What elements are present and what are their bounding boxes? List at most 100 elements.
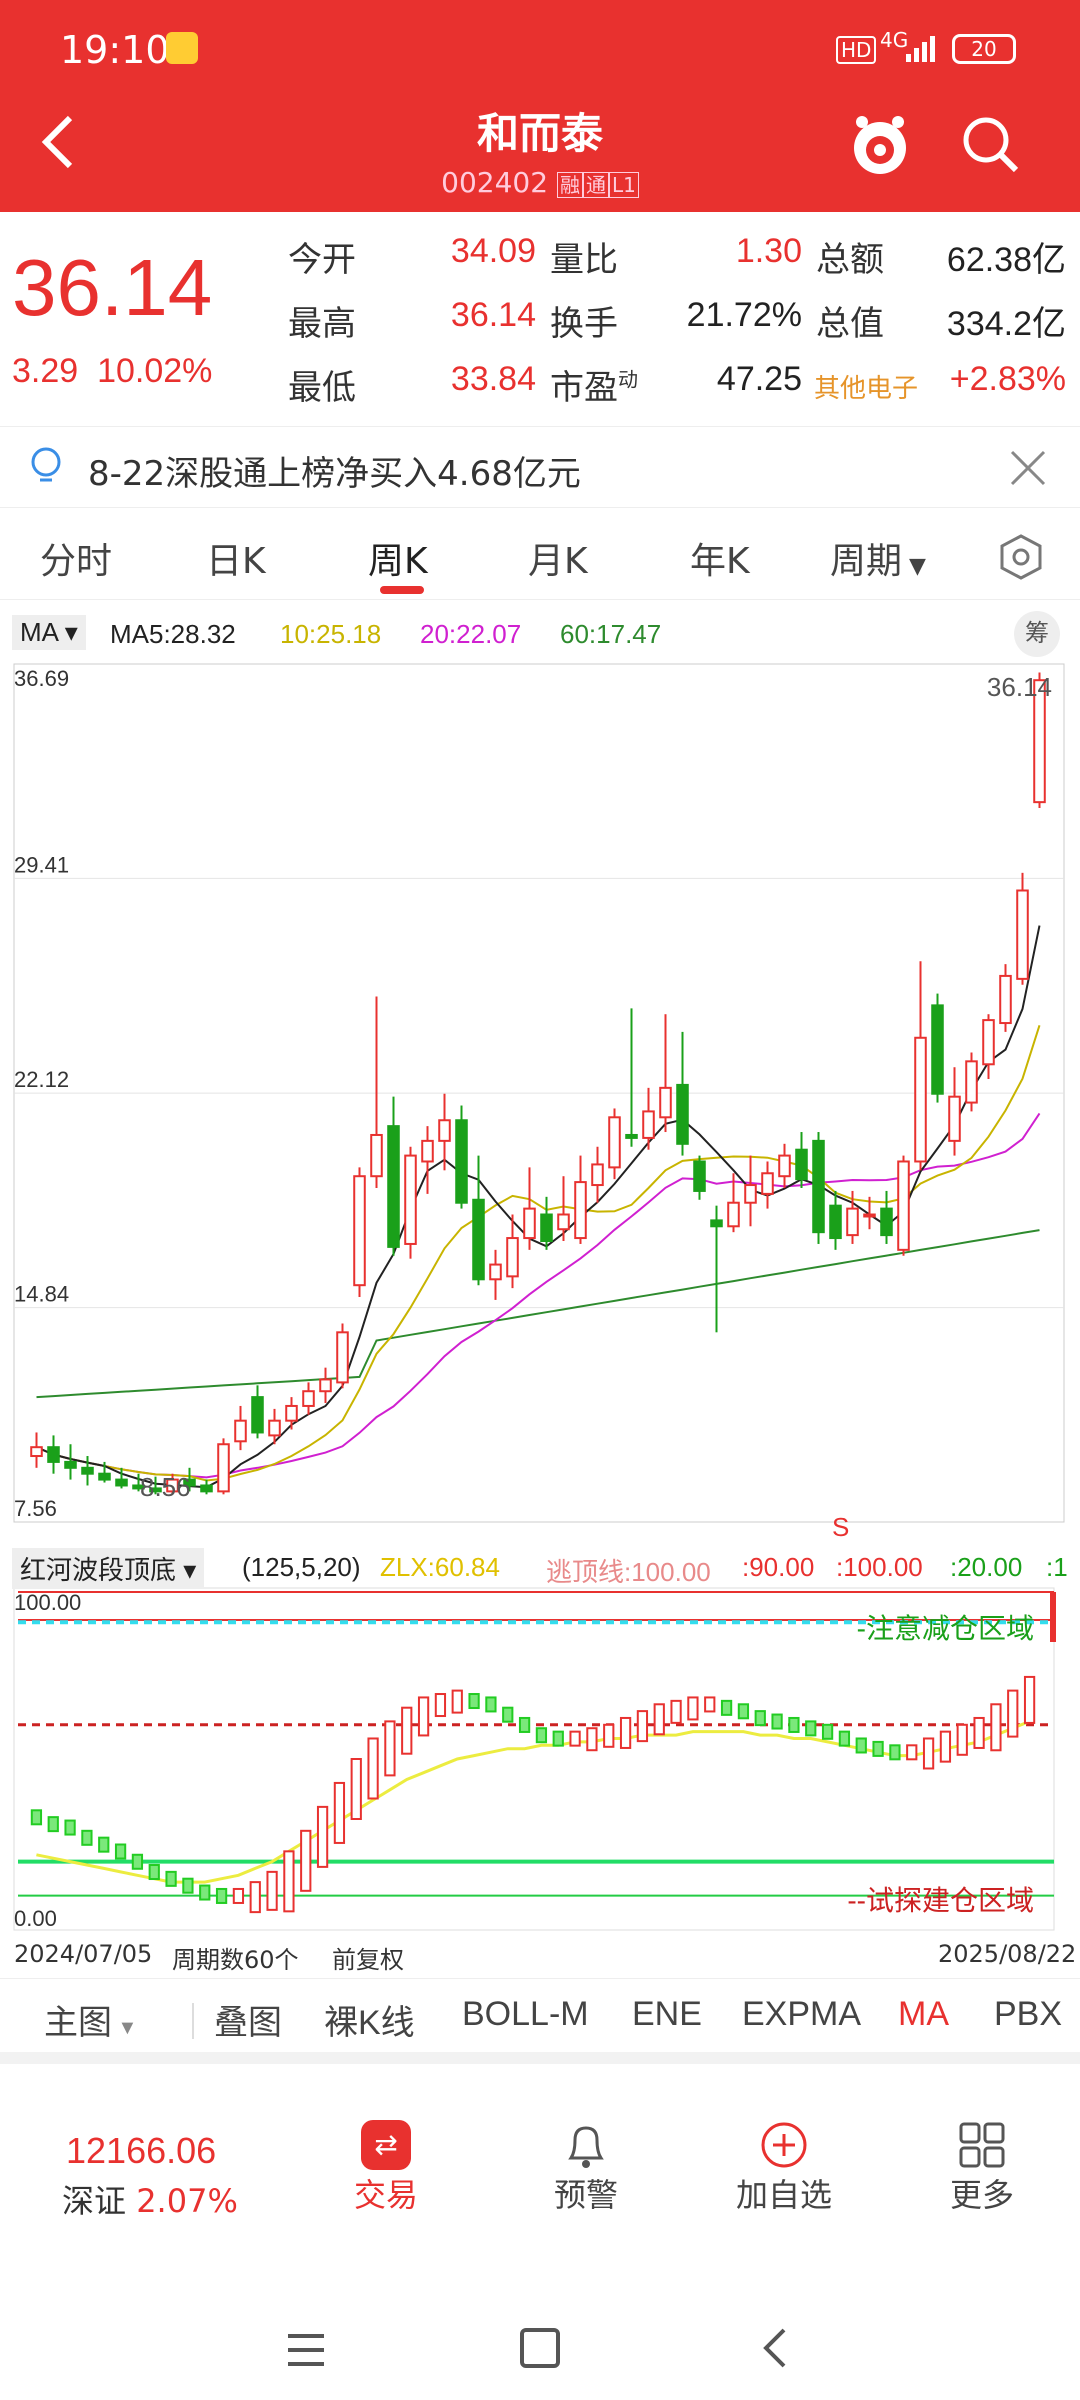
- y-tick-label: 7.56: [14, 1496, 57, 1521]
- candle-body: [591, 1163, 604, 1187]
- indicator-bar: [249, 1881, 261, 1914]
- tab-weekly[interactable]: 周K: [368, 541, 428, 582]
- more-button[interactable]: 更多: [930, 2120, 1034, 2220]
- sector-name[interactable]: 其他电子: [814, 374, 919, 404]
- candle-body: [523, 1207, 536, 1240]
- indicator-bar: [687, 1696, 699, 1721]
- low-value: 33.84: [450, 360, 536, 398]
- subtab-boll-m[interactable]: BOLL-M: [462, 1995, 589, 2033]
- subtab-ene[interactable]: ENE: [632, 1995, 702, 2033]
- indicator-bar: [619, 1716, 632, 1749]
- candle-body: [540, 1213, 553, 1243]
- indicator-y-top: 100.00: [14, 1590, 81, 1615]
- add-watch-button[interactable]: 加自选: [724, 2120, 844, 2220]
- turnover-value: 21.72%: [686, 296, 802, 334]
- candle-body: [183, 1478, 196, 1487]
- indicator-bar: [451, 1689, 463, 1714]
- tab-period-label: 周期: [830, 541, 903, 582]
- indicator-bar: [199, 1884, 211, 1901]
- indicator-bar: [367, 1737, 379, 1800]
- candle-body: [608, 1116, 621, 1169]
- index-value[interactable]: 12166.06: [66, 2130, 217, 2171]
- sell-signal-label: S: [832, 1512, 849, 1542]
- subtab-naked-k[interactable]: 裸K线: [324, 2004, 415, 2042]
- alert-button[interactable]: 预警: [534, 2120, 638, 2220]
- menu-nav-icon[interactable]: [286, 2330, 326, 2370]
- indicator-bar: [502, 1706, 514, 1723]
- indicator-selector[interactable]: 红河波段顶底 ▾: [12, 1548, 205, 1589]
- notification-icon: [166, 32, 198, 64]
- indicator-bar: [485, 1696, 497, 1713]
- ratio-value: 1.30: [735, 232, 802, 270]
- indicator-bar: [821, 1723, 834, 1740]
- tab-period[interactable]: 周期 ▼: [830, 532, 926, 584]
- index-line[interactable]: 深证 2.07%: [62, 2176, 238, 2222]
- subtab-main[interactable]: 主图 ▼: [44, 1995, 137, 2044]
- home-nav-icon[interactable]: [520, 2328, 560, 2368]
- amount-label: 总额: [816, 240, 884, 280]
- back-nav-icon[interactable]: [760, 2326, 790, 2370]
- low-label: 最低: [288, 368, 356, 408]
- news-text[interactable]: 8-22深股通上榜净买入4.68亿元: [88, 454, 581, 494]
- candle-body: [506, 1237, 519, 1278]
- indicator-bar: [64, 1819, 76, 1836]
- indicator-name: 红河波段顶底: [20, 1555, 177, 1585]
- tab-intraday[interactable]: 分时: [40, 541, 113, 582]
- adjust-mode[interactable]: 前复权: [332, 1946, 404, 1974]
- indicator-bar: [636, 1710, 649, 1743]
- candle-body: [999, 974, 1012, 1025]
- period-tabs: 分时 日K 周K 月K 年K 周期 ▼: [0, 510, 1080, 600]
- y-tick-label: 22.12: [14, 1067, 69, 1092]
- candle-body: [982, 1019, 995, 1066]
- hd-icon: HD: [836, 36, 877, 64]
- kline-chart[interactable]: 36.69 29.41 22.12 14.84 7.56 36.14 8.56 S 100.00…: [0, 660, 1080, 1940]
- settings-hex-icon[interactable]: [996, 532, 1046, 582]
- candle-body: [81, 1466, 94, 1475]
- indicator-bar: [114, 1843, 127, 1860]
- back-button[interactable]: [36, 112, 86, 172]
- subtab-expma[interactable]: EXPMA: [742, 1995, 862, 2033]
- amount-value: 62.38亿: [946, 241, 1066, 279]
- candle-body: [795, 1148, 808, 1181]
- indicator-bar: [148, 1864, 160, 1881]
- tab-yearly[interactable]: 年K: [690, 541, 750, 582]
- indicator-bar: [300, 1829, 312, 1892]
- tag-rong: 融: [556, 172, 583, 198]
- subtab-ma[interactable]: MA: [898, 1995, 949, 2033]
- candle-body: [863, 1213, 876, 1218]
- subtab-pbx[interactable]: PBX: [994, 1995, 1063, 2033]
- indicator-bar: [333, 1781, 346, 1844]
- candle-body: [302, 1390, 315, 1407]
- indicator-bar: [569, 1730, 581, 1747]
- candle-body: [557, 1213, 570, 1231]
- news-banner[interactable]: 8-22深股通上榜净买入4.68亿元: [0, 428, 1080, 508]
- ma-selector[interactable]: MA ▾: [12, 615, 86, 650]
- tab-daily[interactable]: 日K: [206, 541, 266, 582]
- candle-body: [268, 1419, 281, 1437]
- turnover-label: 换手: [550, 304, 618, 344]
- indicator-bar: [215, 1887, 228, 1904]
- tab-monthly[interactable]: 月K: [528, 541, 588, 582]
- search-icon[interactable]: [958, 112, 1022, 176]
- indicator-tabs: 主图 ▼ 叠图 裸K线 BOLL-M ENE EXPMA MA PBX: [0, 1978, 1080, 2064]
- indicator-legend: 红河波段顶底 ▾ (125,5,20) ZLX:60.84 逃顶线:100.00…: [0, 1540, 1080, 1590]
- ma-selector-label: MA: [20, 617, 58, 647]
- chip-badge[interactable]: 筹: [1014, 611, 1060, 657]
- stock-code: 002402: [441, 166, 549, 199]
- subtab-overlay[interactable]: 叠图: [214, 2004, 282, 2042]
- period-count: 周期数60个: [172, 1946, 299, 1974]
- y-tick-label: 29.41: [14, 852, 69, 877]
- open-label: 今开: [288, 240, 356, 280]
- candle-body: [285, 1404, 298, 1422]
- indicator-l100: :100.00: [836, 1552, 923, 1582]
- indicator-bar: [653, 1703, 665, 1736]
- trade-button[interactable]: ⇄ 交易: [334, 2120, 438, 2220]
- candle-body: [353, 1175, 366, 1287]
- close-icon[interactable]: [1008, 448, 1048, 488]
- index-pct: 2.07%: [136, 2182, 238, 2220]
- bell-icon: [561, 2120, 611, 2170]
- x-start-label: 2024/07/05: [14, 1940, 153, 1968]
- indicator-l90: :90.00: [742, 1552, 815, 1582]
- mascot-icon[interactable]: [850, 110, 910, 182]
